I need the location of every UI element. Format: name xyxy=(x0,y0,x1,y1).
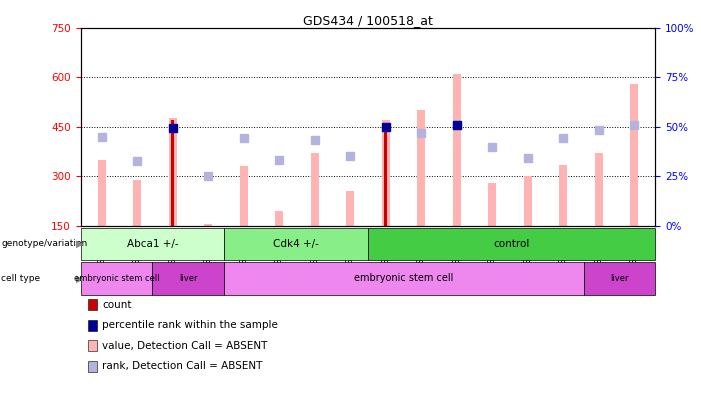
Bar xyxy=(311,153,319,226)
Bar xyxy=(524,176,531,226)
Bar xyxy=(417,110,425,226)
Bar xyxy=(346,191,354,226)
Text: Cdk4 +/-: Cdk4 +/- xyxy=(273,239,319,249)
Bar xyxy=(453,74,461,226)
Text: Abca1 +/-: Abca1 +/- xyxy=(127,239,178,249)
Text: value, Detection Call = ABSENT: value, Detection Call = ABSENT xyxy=(102,341,268,351)
Bar xyxy=(240,166,247,226)
Bar xyxy=(594,153,603,226)
Text: rank, Detection Call = ABSENT: rank, Detection Call = ABSENT xyxy=(102,361,263,371)
Text: genotype/variation: genotype/variation xyxy=(1,240,88,248)
Text: embryonic stem cell: embryonic stem cell xyxy=(354,273,454,284)
Text: liver: liver xyxy=(611,274,629,283)
Text: liver: liver xyxy=(179,274,198,283)
Bar xyxy=(384,124,387,226)
Bar xyxy=(169,118,177,226)
Bar xyxy=(172,120,175,226)
Text: control: control xyxy=(494,239,530,249)
Text: percentile rank within the sample: percentile rank within the sample xyxy=(102,320,278,330)
Bar xyxy=(205,224,212,226)
Bar xyxy=(382,120,390,226)
Bar xyxy=(489,183,496,226)
Bar xyxy=(559,165,567,226)
Bar xyxy=(98,160,106,226)
Text: embryonic stem cell: embryonic stem cell xyxy=(74,274,159,283)
Title: GDS434 / 100518_at: GDS434 / 100518_at xyxy=(303,13,433,27)
Text: ▶: ▶ xyxy=(76,239,83,249)
Bar xyxy=(275,211,283,226)
Text: ▶: ▶ xyxy=(76,273,83,284)
Text: cell type: cell type xyxy=(1,274,41,283)
Text: count: count xyxy=(102,299,132,310)
Bar xyxy=(630,84,638,226)
Bar xyxy=(133,179,142,226)
